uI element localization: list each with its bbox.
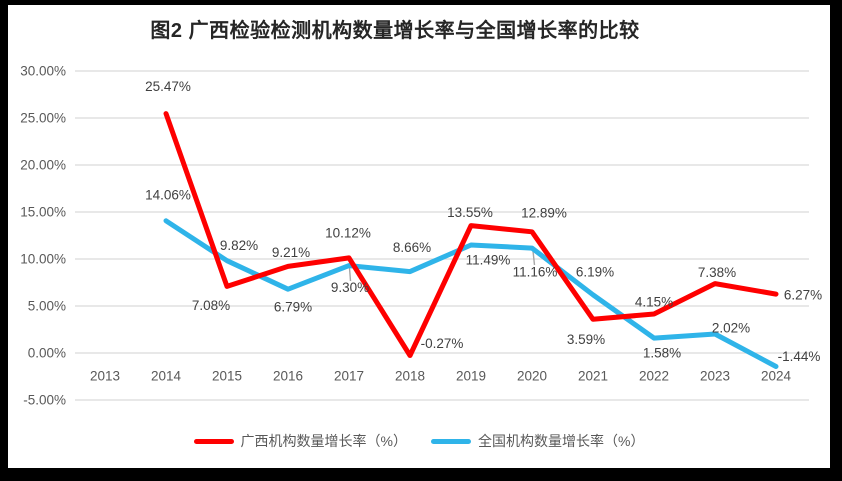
x-axis-tick-label: 2018 bbox=[395, 369, 425, 384]
data-label-national: 1.58% bbox=[643, 346, 681, 361]
x-axis-tick-label: 2023 bbox=[700, 369, 730, 384]
data-label-national: 11.49% bbox=[466, 252, 511, 267]
data-label-guangxi: -0.27% bbox=[421, 336, 464, 351]
data-label-guangxi: 6.27% bbox=[784, 288, 822, 303]
x-axis-tick-label: 2019 bbox=[456, 369, 486, 384]
label-leader-line bbox=[532, 250, 536, 266]
y-axis-tick-label: 0.00% bbox=[28, 346, 66, 361]
legend-swatch-blue-line-icon bbox=[431, 438, 471, 444]
data-label-national: 9.82% bbox=[220, 238, 258, 253]
data-label-guangxi: 7.08% bbox=[192, 298, 230, 313]
data-label-national: 2.02% bbox=[712, 321, 750, 336]
legend-item-national: 全国机构数量增长率（%） bbox=[431, 431, 644, 451]
x-axis-tick-label: 2014 bbox=[151, 369, 182, 384]
legend-swatch-red-line-icon bbox=[193, 438, 234, 444]
data-label-national: 14.06% bbox=[145, 187, 191, 202]
data-label-guangxi: 13.55% bbox=[447, 205, 493, 220]
line-chart-plot-area: 30.00% 25.00% 20.00% 15.00% 10.00% 5.00% 0.00%… bbox=[20, 64, 822, 408]
chart-title: 图2 广西检验检测机构数量增长率与全国增长率的比较 bbox=[150, 20, 640, 42]
data-label-national: -1.44% bbox=[778, 349, 821, 364]
y-axis-tick-label: 20.00% bbox=[20, 158, 66, 173]
x-axis-tick-label: 2013 bbox=[90, 369, 120, 384]
chart-frame: 30.00% 25.00% 20.00% 15.00% 10.00% 5.00% 0.00%… bbox=[8, 5, 830, 468]
series-line-guangxi bbox=[163, 111, 779, 358]
data-label-national: 9.30% bbox=[331, 280, 369, 295]
series-line-national bbox=[163, 218, 779, 369]
y-axis-tick-label: 30.00% bbox=[20, 64, 66, 79]
data-label-national: 6.79% bbox=[274, 300, 312, 315]
y-axis-tick-label: 10.00% bbox=[20, 252, 66, 267]
data-label-guangxi: 25.47% bbox=[145, 79, 191, 94]
legend-item-guangxi: 广西机构数量增长率（%） bbox=[193, 431, 407, 451]
data-label-guangxi: 3.59% bbox=[567, 332, 605, 347]
label-leader-line bbox=[348, 267, 352, 282]
data-label-guangxi: 10.12% bbox=[325, 225, 371, 240]
data-label-national: 6.19% bbox=[576, 264, 614, 279]
y-axis-tick-label: 5.00% bbox=[28, 299, 66, 314]
x-axis-tick-label: 2021 bbox=[578, 369, 608, 384]
chart-legend: 广西机构数量增长率（%） 全国机构数量增长率（%） bbox=[8, 431, 830, 451]
x-axis-tick-label: 2017 bbox=[334, 369, 364, 384]
data-label-national: 8.66% bbox=[393, 240, 431, 255]
data-label-guangxi: 12.89% bbox=[521, 205, 567, 220]
data-label-national: 11.16% bbox=[513, 265, 558, 280]
data-label-guangxi: 7.38% bbox=[698, 265, 736, 280]
x-axis-tick-label: 2015 bbox=[212, 369, 242, 384]
legend-label-national: 全国机构数量增长率（%） bbox=[478, 433, 645, 449]
y-axis-tick-label: -5.00% bbox=[23, 393, 66, 408]
x-axis-tick-label: 2020 bbox=[517, 369, 547, 384]
x-axis-tick-label: 2024 bbox=[761, 369, 792, 384]
x-axis-tick-label: 2016 bbox=[273, 369, 303, 384]
y-axis-tick-label: 25.00% bbox=[20, 111, 66, 126]
data-label-guangxi: 4.15% bbox=[635, 294, 673, 309]
data-label-guangxi: 9.21% bbox=[272, 245, 310, 260]
x-axis-tick-label: 2022 bbox=[639, 369, 669, 384]
legend-label-guangxi: 广西机构数量增长率（%） bbox=[240, 433, 407, 449]
y-axis-tick-label: 15.00% bbox=[20, 205, 66, 220]
